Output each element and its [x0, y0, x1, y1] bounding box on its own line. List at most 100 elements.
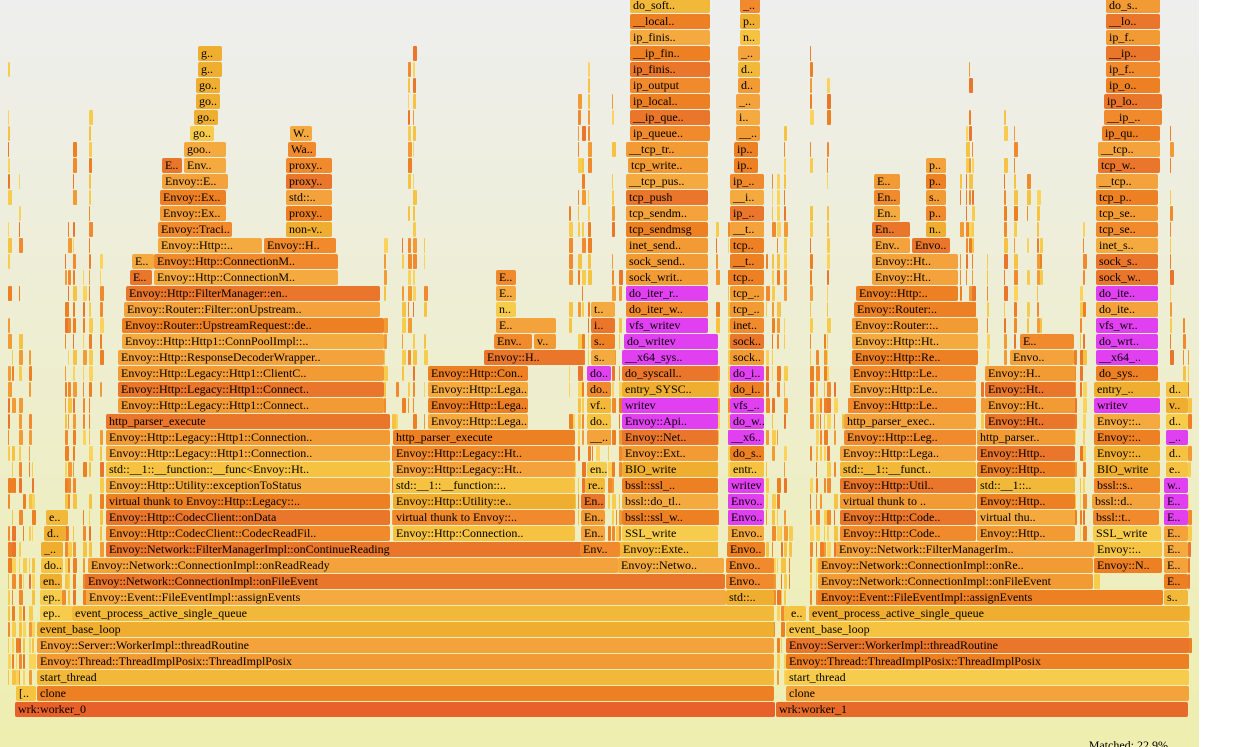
narrow-frame[interactable] — [766, 366, 769, 381]
narrow-frame[interactable] — [772, 590, 776, 605]
narrow-frame[interactable] — [616, 510, 617, 525]
frame-envoy-http[interactable]: Envoy::Http::.. — [158, 238, 262, 253]
frame-envoy-http-utility-exceptiontostatus[interactable]: Envoy::Http::Utility::exceptionToStatus — [106, 478, 390, 493]
frame-envo[interactable]: Envo.. — [1010, 350, 1074, 365]
narrow-frame[interactable] — [612, 286, 616, 301]
narrow-frame[interactable] — [824, 510, 827, 525]
frame-std[interactable]: std::.. — [286, 190, 332, 205]
narrow-frame[interactable] — [1083, 350, 1087, 365]
narrow-frame[interactable] — [65, 398, 66, 413]
frame-bssl-ssl[interactable]: bssl::ssl_.. — [622, 478, 718, 493]
narrow-frame[interactable] — [987, 334, 990, 349]
frame-tcp-pus[interactable]: __tcp_pus.. — [626, 174, 708, 189]
narrow-frame[interactable] — [1080, 446, 1084, 461]
frame-do-ite[interactable]: do_ite.. — [1096, 286, 1158, 301]
frame-envoy-ext[interactable]: Envoy::Ext.. — [622, 446, 718, 461]
frame-e[interactable]: e.. — [788, 606, 806, 621]
narrow-frame[interactable] — [612, 430, 616, 445]
frame-g[interactable]: g.. — [198, 62, 222, 77]
narrow-frame[interactable] — [384, 366, 388, 381]
frame-g[interactable]: g.. — [198, 46, 222, 61]
narrow-frame[interactable] — [19, 334, 23, 349]
narrow-frame[interactable] — [772, 494, 776, 509]
frame-go[interactable]: go.. — [196, 78, 220, 93]
frame-x64[interactable]: __x64_.. — [1096, 350, 1158, 365]
frame-i[interactable]: __i.. — [730, 190, 764, 205]
frame-envoy-ht[interactable]: Envoy::Ht.. — [872, 254, 958, 269]
narrow-frame[interactable] — [8, 142, 9, 157]
narrow-frame[interactable] — [32, 622, 35, 637]
frame-ip-f[interactable]: ip_f.. — [1106, 30, 1160, 45]
narrow-frame[interactable] — [12, 622, 16, 637]
narrow-frame[interactable] — [1170, 254, 1171, 269]
narrow-frame[interactable] — [834, 526, 838, 541]
frame-envoy-router-filter-onupstream[interactable]: Envoy::Router::Filter::onUpstream.. — [124, 302, 380, 317]
narrow-frame[interactable] — [810, 46, 811, 61]
narrow-frame[interactable] — [987, 286, 988, 301]
narrow-frame[interactable] — [19, 398, 23, 413]
narrow-frame[interactable] — [68, 542, 72, 557]
narrow-frame[interactable] — [100, 430, 103, 445]
frame-ip-f[interactable]: ip_f.. — [1106, 62, 1160, 77]
narrow-frame[interactable] — [969, 110, 971, 125]
narrow-frame[interactable] — [777, 430, 778, 445]
narrow-frame[interactable] — [89, 366, 93, 381]
narrow-frame[interactable] — [68, 478, 71, 493]
frame-envoy-router[interactable]: Envoy::Router:.. — [854, 302, 976, 317]
narrow-frame[interactable] — [781, 542, 783, 557]
narrow-frame[interactable] — [402, 334, 403, 349]
narrow-frame[interactable] — [413, 350, 417, 365]
frame-std-1[interactable]: std::__1::.. — [977, 478, 1075, 493]
frame-sock-w[interactable]: sock_w.. — [1096, 270, 1158, 285]
narrow-frame[interactable] — [89, 446, 93, 461]
narrow-frame[interactable] — [424, 414, 425, 429]
narrow-frame[interactable] — [810, 110, 814, 125]
narrow-frame[interactable] — [781, 574, 782, 589]
narrow-frame[interactable] — [966, 142, 970, 157]
frame-ip-lo[interactable]: ip_lo.. — [1104, 94, 1162, 109]
narrow-frame[interactable] — [816, 462, 817, 477]
narrow-frame[interactable] — [619, 366, 620, 381]
narrow-frame[interactable] — [784, 254, 787, 269]
narrow-frame[interactable] — [784, 286, 787, 301]
frame-ip[interactable]: ip_.. — [730, 174, 764, 189]
narrow-frame[interactable] — [612, 462, 615, 477]
narrow-frame[interactable] — [413, 270, 415, 285]
narrow-frame[interactable] — [789, 574, 790, 589]
narrow-frame[interactable] — [582, 222, 584, 237]
narrow-frame[interactable] — [816, 590, 819, 605]
narrow-frame[interactable] — [969, 286, 973, 301]
frame-t[interactable]: t.. — [591, 302, 615, 317]
narrow-frame[interactable] — [384, 334, 387, 349]
narrow-frame[interactable] — [969, 158, 971, 173]
frame-envoy-http-filtermanager-en[interactable]: Envoy::Http::FilterManager::en.. — [126, 286, 380, 301]
narrow-frame[interactable] — [619, 414, 620, 429]
narrow-frame[interactable] — [1188, 350, 1189, 365]
narrow-frame[interactable] — [12, 670, 16, 685]
frame-envo[interactable]: Envo.. — [728, 526, 764, 541]
narrow-frame[interactable] — [578, 302, 581, 317]
narrow-frame[interactable] — [1027, 238, 1029, 253]
narrow-frame[interactable] — [1040, 254, 1042, 269]
frame-envoy-event-fileeventimpl-assignevents[interactable]: Envoy::Event::FileEventImpl::assignEvent… — [86, 590, 726, 605]
frame-envoy-http[interactable]: Envoy::Http:.. — [856, 286, 958, 301]
frame-v[interactable]: v.. — [1166, 398, 1188, 413]
narrow-frame[interactable] — [784, 574, 787, 589]
narrow-frame[interactable] — [65, 318, 69, 333]
narrow-frame[interactable] — [1080, 302, 1083, 317]
frame-tcp[interactable]: __tcp.. — [1098, 142, 1160, 157]
narrow-frame[interactable] — [68, 574, 70, 589]
narrow-frame[interactable] — [1083, 382, 1087, 397]
frame-bssl-s[interactable]: bssl::s.. — [1094, 478, 1160, 493]
narrow-frame[interactable] — [19, 670, 20, 685]
narrow-frame[interactable] — [728, 414, 730, 429]
narrow-frame[interactable] — [987, 270, 988, 285]
narrow-frame[interactable] — [716, 270, 720, 285]
narrow-frame[interactable] — [1170, 158, 1171, 173]
narrow-frame[interactable] — [781, 590, 782, 605]
narrow-frame[interactable] — [816, 430, 819, 445]
frame-vfs-wr[interactable]: vfs_wr.. — [1096, 318, 1158, 333]
narrow-frame[interactable] — [820, 542, 824, 557]
narrow-frame[interactable] — [582, 414, 584, 429]
narrow-frame[interactable] — [1083, 222, 1085, 237]
